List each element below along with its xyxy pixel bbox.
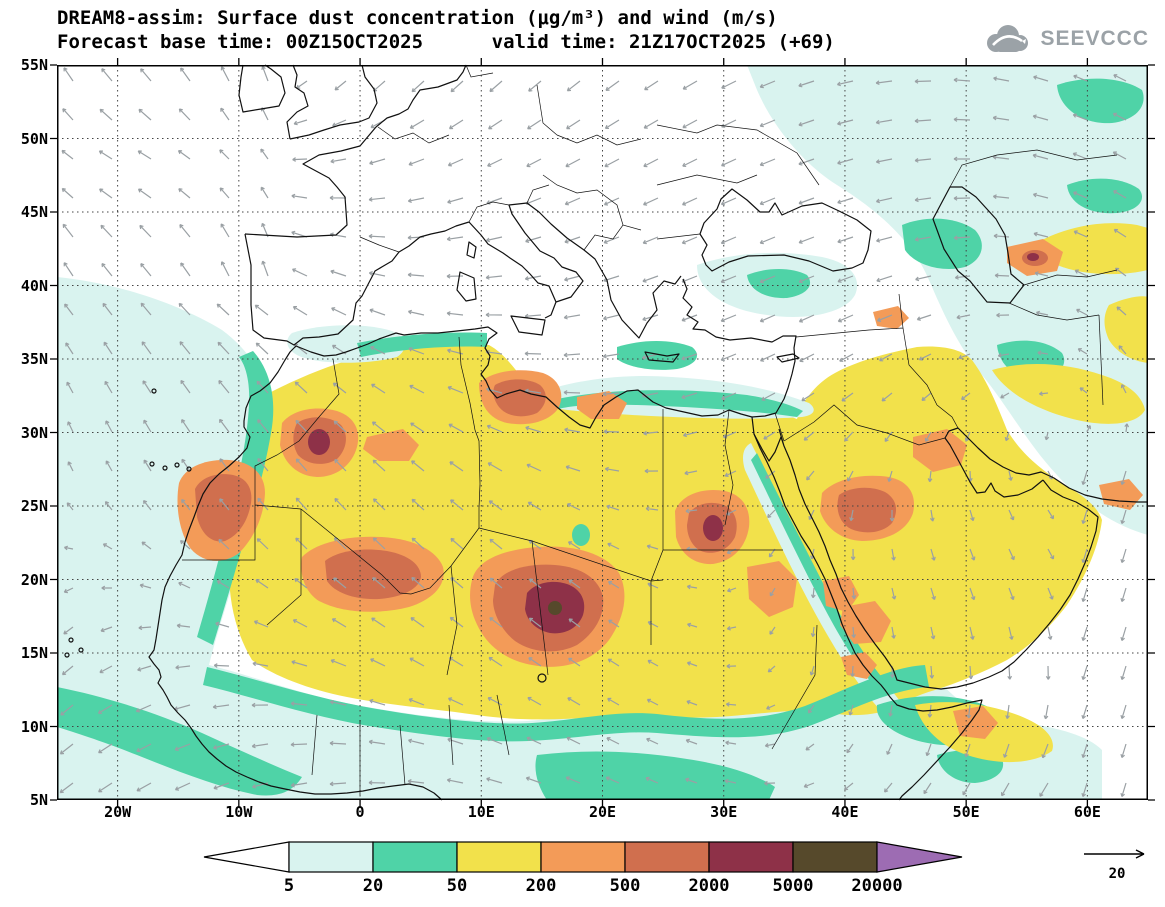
- dust-field: [57, 65, 1148, 800]
- lat-label-5N: 5N: [29, 791, 48, 809]
- lat-label-55N: 55N: [20, 56, 48, 74]
- wind-reference-arrow-icon: [1084, 849, 1145, 859]
- latitude-axis: 55N 50N 45N 40N 35N 30N 25N 20N 15N 10N 5N: [0, 56, 54, 809]
- colorbar-label-2000: 2000: [688, 876, 730, 896]
- lat-label-35N: 35N: [20, 350, 48, 368]
- map-subtitle: Forecast base time: 00Z15OCT2025 valid t…: [57, 31, 835, 53]
- colorbar-segment-5-20: [288, 841, 374, 873]
- colorbar-label-5: 5: [283, 876, 295, 896]
- map-canvas: [50, 58, 1155, 807]
- longitude-axis: 20W 10W 0 10E 20E 30E 40E 50E 60E: [57, 803, 1148, 825]
- cloud-icon: [987, 25, 1029, 52]
- lon-label-40E: 40E: [831, 803, 859, 821]
- lat-label-10N: 10N: [20, 717, 48, 736]
- forecast-map: [50, 58, 1155, 807]
- lat-label-15N: 15N: [20, 644, 48, 662]
- lon-label-10E: 10E: [467, 803, 495, 821]
- dust-level-5000-20000: [548, 601, 562, 615]
- colorbar-segment-50-200: [456, 841, 542, 873]
- axis-ticks: [50, 58, 1155, 807]
- lat-label-45N: 45N: [20, 203, 48, 221]
- wind-reference: 20: [1078, 843, 1156, 893]
- country-borders: [182, 64, 1118, 795]
- colorbar-label-50: 50: [446, 876, 468, 896]
- colorbar-segment-20-50: [372, 841, 458, 873]
- lon-label-20E: 20E: [588, 803, 617, 821]
- lon-label-50E: 50E: [952, 803, 980, 821]
- graticule: [57, 65, 1148, 800]
- seevccc-logo: SEEVCCC: [981, 22, 1149, 56]
- colorbar-label-500: 500: [609, 876, 641, 896]
- lon-label-60E: 60E: [1073, 803, 1101, 821]
- lon-label-0: 0: [355, 803, 365, 821]
- colorbar-segment-below-5: [203, 841, 290, 873]
- colorbar-legend: 5 20 50 200 500 2000 5000 20000: [203, 841, 963, 902]
- colorbar-segment-2000-5000: [708, 841, 794, 873]
- colorbar-label-20: 20: [362, 876, 384, 896]
- colorbar: [203, 841, 963, 873]
- map-frame: [57, 65, 1148, 800]
- lat-label-30N: 30N: [20, 423, 48, 442]
- wind-arrows: [59, 65, 1130, 798]
- lon-label-10W: 10W: [225, 803, 253, 821]
- lat-label-40N: 40N: [20, 276, 48, 295]
- colorbar-segment-above-20000: [876, 841, 963, 873]
- map-title: DREAM8-assim: Surface dust concentration…: [57, 7, 778, 29]
- lon-label-30E: 30E: [710, 803, 738, 821]
- colorbar-segment-500-2000: [624, 841, 710, 873]
- lon-label-20W: 20W: [104, 803, 132, 821]
- colorbar-label-5000: 5000: [772, 876, 814, 896]
- lat-label-20N: 20N: [20, 570, 48, 589]
- lat-label-50N: 50N: [20, 129, 48, 148]
- colorbar-label-20000: 20000: [851, 876, 903, 896]
- colorbar-segment-5000-20000: [792, 841, 878, 873]
- lat-label-25N: 25N: [20, 497, 48, 515]
- colorbar-label-200: 200: [525, 876, 557, 896]
- logo-text: SEEVCCC: [1040, 27, 1149, 50]
- wind-reference-value: 20: [1108, 866, 1126, 882]
- colorbar-segment-200-500: [540, 841, 626, 873]
- title-block: DREAM8-assim: Surface dust concentration…: [57, 6, 835, 54]
